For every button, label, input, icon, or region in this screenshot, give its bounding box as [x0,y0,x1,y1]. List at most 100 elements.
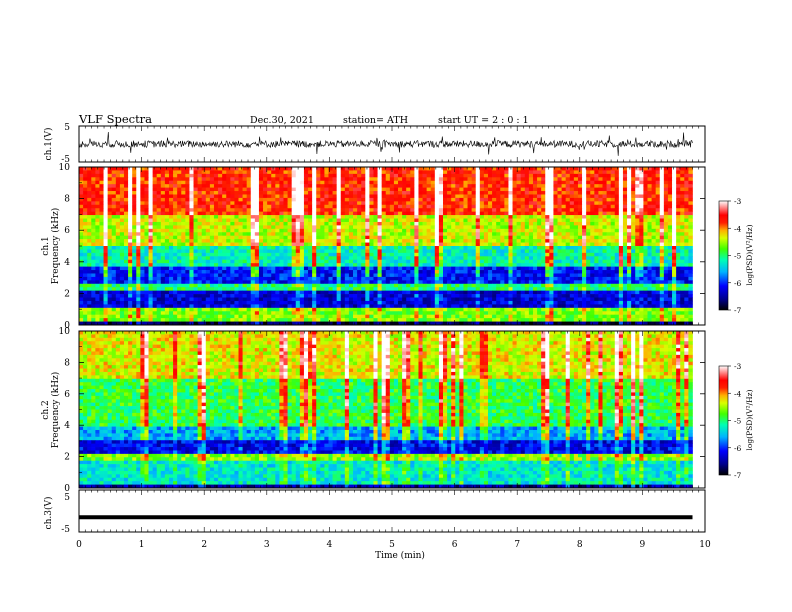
spectrogram-cell [541,270,546,274]
spectrogram-cell [283,235,288,240]
spectrogram-cell [610,276,616,281]
spectrogram-cell [496,225,501,230]
spectrogram-cell [222,239,227,243]
spectrogram-cell [557,215,562,219]
spectrogram-cell [565,249,571,254]
spectrogram-cell [455,221,460,226]
spectrogram-cell [238,201,243,206]
spectrogram-cell [291,204,297,209]
spectrogram-cell [357,232,362,237]
spectrogram-cell [602,194,607,199]
spectrogram-cell [95,184,100,188]
spectrogram-cell [520,201,526,206]
spectrogram-cell [663,204,669,209]
spectrogram-cell [152,170,158,175]
spectrogram-cell [459,208,464,212]
spectrogram-cell [622,276,628,281]
spectrogram-cell [504,208,509,212]
spectrogram-cell [254,208,260,212]
spectrogram-cell [279,235,284,240]
spectrogram-cell [373,249,378,254]
spectrogram-cell [238,249,243,254]
spectrogram-cell [173,187,178,192]
spectrogram-cell [606,201,612,206]
spectrogram-cell [344,256,350,261]
spectrogram-cell [168,187,174,192]
spectrogram-cell [451,252,456,257]
spectrogram-cell [340,191,346,195]
spectrogram-cell [475,235,481,240]
spectrogram-cell [316,221,321,226]
spectrogram-cell [193,177,198,182]
spectrogram-cell [532,180,538,185]
spectrogram-cell [144,211,149,216]
spectrogram-cell [647,249,652,254]
spectrogram-cell [95,215,100,219]
spectrogram-cell [115,204,121,209]
spectrogram-cell [651,194,657,199]
spectrogram-cell [357,173,362,178]
spectrogram-cell [361,221,366,226]
spectrogram-cell [455,252,460,257]
spectrogram-cell [340,263,346,267]
spectrogram-cell [516,276,522,281]
spectrogram-cell [209,276,215,281]
spectrogram-cell [398,276,403,281]
spectrogram-cell [537,276,542,281]
spectrogram-cell [532,221,538,226]
spectrogram-cell [418,170,423,175]
spectrogram-cell [684,204,689,209]
spectrogram-cell [430,180,436,185]
spectrogram-cell [271,252,276,257]
spectrogram-cell [508,252,513,257]
spectrogram-cell [177,204,182,209]
spectrogram-cell [344,246,350,250]
spectrogram-cell [177,239,182,243]
spectrogram-cell [353,232,358,237]
spectrogram-cell [389,228,395,233]
spectrogram-cell [483,221,489,226]
spectrogram-cell [156,180,162,185]
spectrogram-cell [438,246,444,250]
spectrogram-cell [651,167,657,171]
spectrogram-cell [471,246,477,250]
spectrogram-cell [487,170,493,175]
spectrogram-cell [414,173,419,178]
spectrogram-cell [148,259,153,264]
spectrogram-cell [271,218,276,223]
spectrogram-cell [87,266,92,271]
spectrogram-cell [508,201,513,206]
spectrogram-cell [569,239,575,243]
spectrogram-cell [115,242,121,247]
spectrogram-cell [316,184,321,188]
spectrogram-cell [185,259,190,264]
spectrogram-cell [438,235,444,240]
spectrogram-cell [631,194,636,199]
spectrogram-cell [410,208,415,212]
spectrogram-cell [168,242,174,247]
spectrogram-cell [561,225,567,230]
spectrogram-cell [586,180,591,185]
spectrogram-cell [451,221,456,226]
spectrogram-cell [79,218,84,223]
spectrogram-cell [688,167,693,171]
spectrogram-cell [586,259,591,264]
spectrogram-cell [369,276,374,281]
spectrogram-cell [459,270,464,274]
spectrogram-cell [242,194,248,199]
spectrogram-cell [144,246,149,250]
spectrogram-cell [688,273,693,278]
spectrogram-cell [528,232,534,237]
spectrogram-cell [643,218,648,223]
spectrogram-cell [344,228,350,233]
spectrogram-cell [365,263,370,267]
spectrogram-cell [549,256,554,261]
spectrogram-cell [291,197,297,202]
spectrogram-cell [426,235,432,240]
spectrogram-cell [160,270,166,274]
spectrogram-cell [168,167,174,171]
spectrogram-cell [622,221,628,226]
spectrogram-cell [549,225,554,230]
spectrogram-cell [111,221,117,226]
spectrogram-cell [287,246,293,250]
